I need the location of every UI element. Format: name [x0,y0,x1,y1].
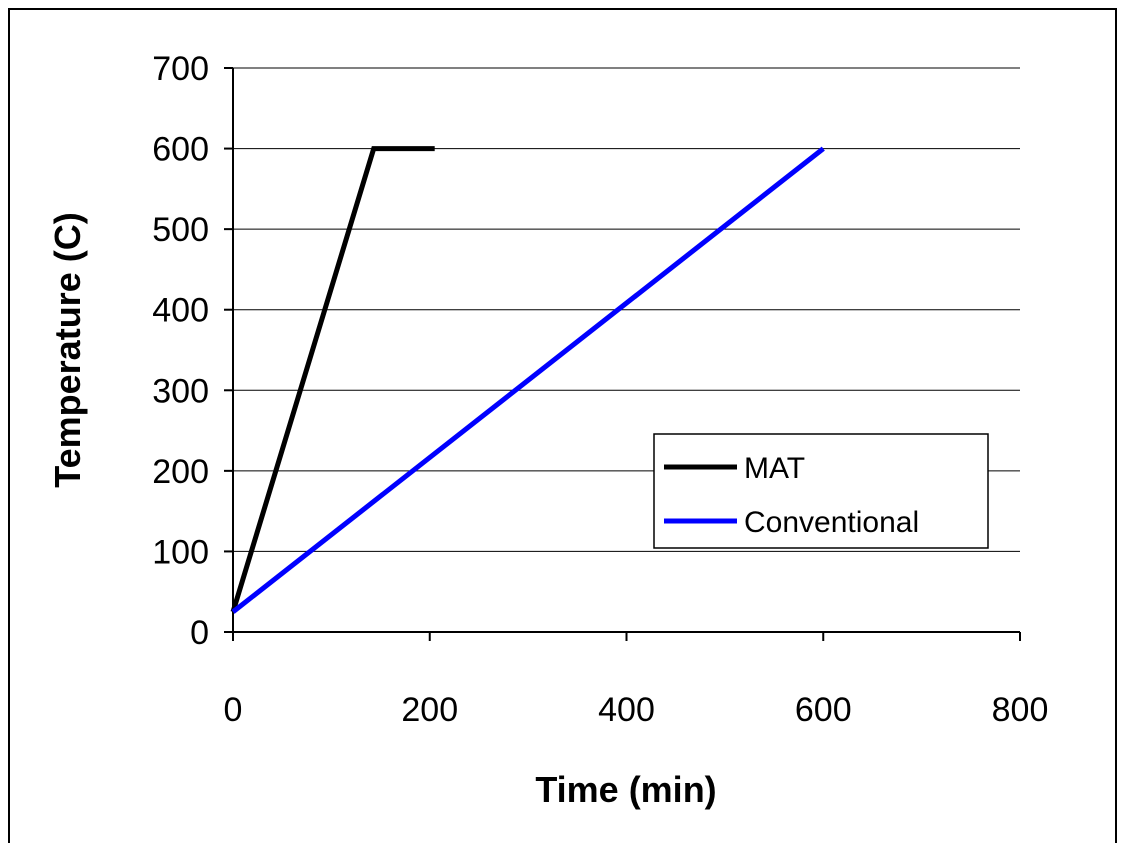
y-tick-label: 600 [152,131,209,169]
x-tick-label: 800 [992,691,1049,729]
series-line-mat [230,146,435,613]
x-tick-label: 200 [401,691,458,729]
y-tick-label: 0 [190,614,209,652]
data-series [230,146,825,614]
y-tick-label: 300 [152,372,209,410]
legend-label-mat: MAT [744,452,805,485]
x-axis-title: Time (min) [535,769,716,810]
gridlines [233,67,1020,552]
x-tick-label: 400 [598,691,655,729]
y-tick-label: 200 [152,453,209,491]
axis-ticks: 0 100 200 300 400 500 600 700 0 200 400 600 800 [152,50,1048,729]
y-axis-title: Temperature (C) [47,212,88,487]
y-tick-label: 500 [152,211,209,249]
x-tick-label: 0 [224,691,243,729]
y-tick-label: 100 [152,533,209,571]
x-tick-label: 600 [795,691,852,729]
y-tick-label: 700 [152,50,209,88]
legend-label-conventional: Conventional [744,506,919,539]
legend: MAT Conventional [653,433,989,549]
series-line-conventional [231,146,825,614]
y-tick-label: 400 [152,292,209,330]
chart-border [8,8,1117,843]
legend-box [653,433,989,549]
